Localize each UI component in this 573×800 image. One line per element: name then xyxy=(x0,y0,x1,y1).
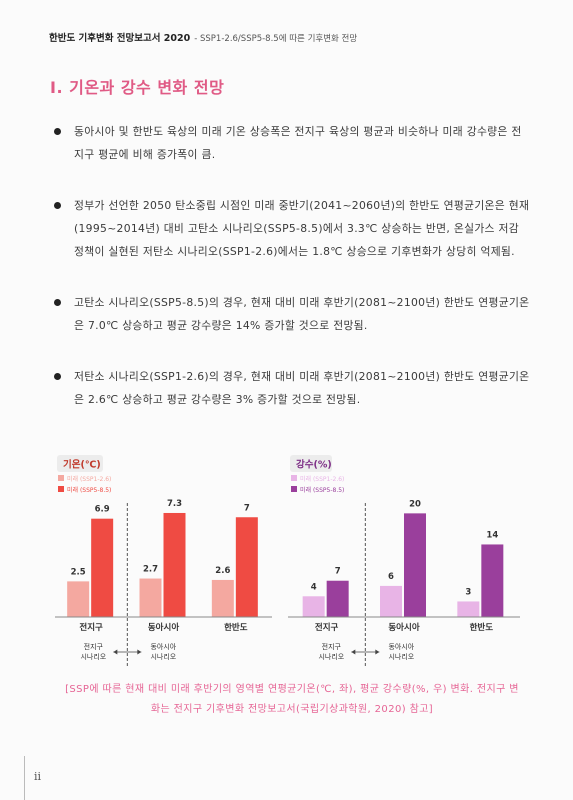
scope-arrow-right xyxy=(137,649,142,655)
scope-label-right: 동아시아 xyxy=(150,642,176,651)
bar xyxy=(481,544,504,617)
category-label: 전지구 xyxy=(79,622,103,633)
temperature-chart: 기온(℃) 미래 (SSP1-2.6) 미래 (SSP5-8.5) 2.5 6.9 전지구… xyxy=(55,455,280,679)
category-label: 한반도 xyxy=(470,622,494,633)
bar xyxy=(163,512,186,617)
bullet-list: 동아시아 및 한반도 육상의 미래 기온 상승폭은 전지구 육상의 평균과 비슷… xyxy=(50,120,530,439)
bullet-item: 동아시아 및 한반도 육상의 미래 기온 상승폭은 전지구 육상의 평균과 비슷… xyxy=(50,120,530,166)
data-label: 3 xyxy=(465,587,471,597)
chart-title: 강수(%) xyxy=(296,459,332,471)
data-label: 7 xyxy=(335,567,341,577)
chart-title-box xyxy=(57,455,103,472)
bar xyxy=(302,596,325,617)
scope-label-left: 전지구 xyxy=(322,642,342,651)
category-label: 동아시아 xyxy=(388,622,419,633)
figure-caption: [SSP에 따른 현재 대비 미래 후반기의 영역별 연평균기온(℃, 좌), … xyxy=(65,684,519,715)
bar xyxy=(404,513,426,617)
category-label: 한반도 xyxy=(224,622,248,633)
legend-label: 미래 (SSP5-8.5) xyxy=(67,486,111,494)
legend-swatch xyxy=(291,486,297,492)
scope-label-right: 시나리오 xyxy=(150,652,176,661)
scope-arrow-right xyxy=(375,649,380,655)
scope-arrow-left xyxy=(351,649,356,655)
legend-swatch xyxy=(58,486,64,492)
report-subtitle: - SSP1-2.6/SSP5-8.5에 따른 기후변화 전망 xyxy=(194,34,358,44)
data-label: 6 xyxy=(388,572,394,582)
footer-rule xyxy=(24,756,25,800)
legend-label: 미래 (SSP1-2.6) xyxy=(300,475,344,483)
legend-label: 미래 (SSP1-2.6) xyxy=(67,475,111,483)
bar xyxy=(380,585,402,617)
bar xyxy=(326,580,349,617)
bar xyxy=(91,518,114,617)
category-label: 전지구 xyxy=(315,622,339,633)
scope-label-right: 시나리오 xyxy=(388,652,414,661)
legend-swatch xyxy=(291,475,297,481)
legend-swatch xyxy=(58,475,64,481)
bar xyxy=(457,601,480,617)
bullet-item: 저탄소 시나리오(SSP1-2.6)의 경우, 현재 대비 미래 후반기(208… xyxy=(50,365,530,411)
category-label: 동아시아 xyxy=(148,622,179,633)
running-header: 한반도 기후변화 전망보고서 2020- SSP1-2.6/SSP5-8.5에 … xyxy=(49,30,357,44)
data-label: 20 xyxy=(409,499,421,509)
scope-label-left: 시나리오 xyxy=(318,652,344,661)
section-title: Ⅰ. 기온과 강수 변화 전망 xyxy=(50,78,225,97)
chart-title: 기온(℃) xyxy=(63,459,101,471)
report-title: 한반도 기후변화 전망보고서 2020 xyxy=(49,33,191,44)
scope-label-right: 동아시아 xyxy=(388,642,414,651)
chart-title-box xyxy=(290,455,332,472)
page-number: ii xyxy=(34,770,42,783)
bar xyxy=(139,578,162,617)
data-label: 14 xyxy=(486,530,498,540)
data-label: 2.6 xyxy=(215,566,230,576)
temperature-chart-svg: 기온(℃) 미래 (SSP1-2.6) 미래 (SSP5-8.5) 2.5 6.9 전지구… xyxy=(55,455,272,667)
bar xyxy=(211,579,234,617)
scope-arrow-left xyxy=(113,649,118,655)
data-label: 2.7 xyxy=(143,565,158,575)
bullet-item: 정부가 선언한 2050 탄소중립 시점인 미래 중반기(2041~2060년)… xyxy=(50,194,530,263)
data-label: 7.3 xyxy=(167,499,182,509)
data-label: 7 xyxy=(244,503,250,513)
scope-label-left: 전지구 xyxy=(84,642,104,651)
bar xyxy=(235,517,258,617)
data-label: 6.9 xyxy=(95,505,110,515)
data-label: 4 xyxy=(311,582,317,592)
data-label: 2.5 xyxy=(71,567,86,577)
precipitation-chart-svg: 강수(%) 미래 (SSP1-2.6) 미래 (SSP5-8.5) 4 7 전지구 6 20 동… xyxy=(288,455,520,667)
legend-label: 미래 (SSP5-8.5) xyxy=(300,486,344,494)
scope-label-left: 시나리오 xyxy=(80,652,106,661)
bar xyxy=(67,581,90,617)
precipitation-chart: 강수(%) 미래 (SSP1-2.6) 미래 (SSP5-8.5) 4 7 전지구 6 20 동… xyxy=(288,455,528,679)
bullet-item: 고탄소 시나리오(SSP5-8.5)의 경우, 현재 대비 미래 후반기(208… xyxy=(50,291,530,337)
